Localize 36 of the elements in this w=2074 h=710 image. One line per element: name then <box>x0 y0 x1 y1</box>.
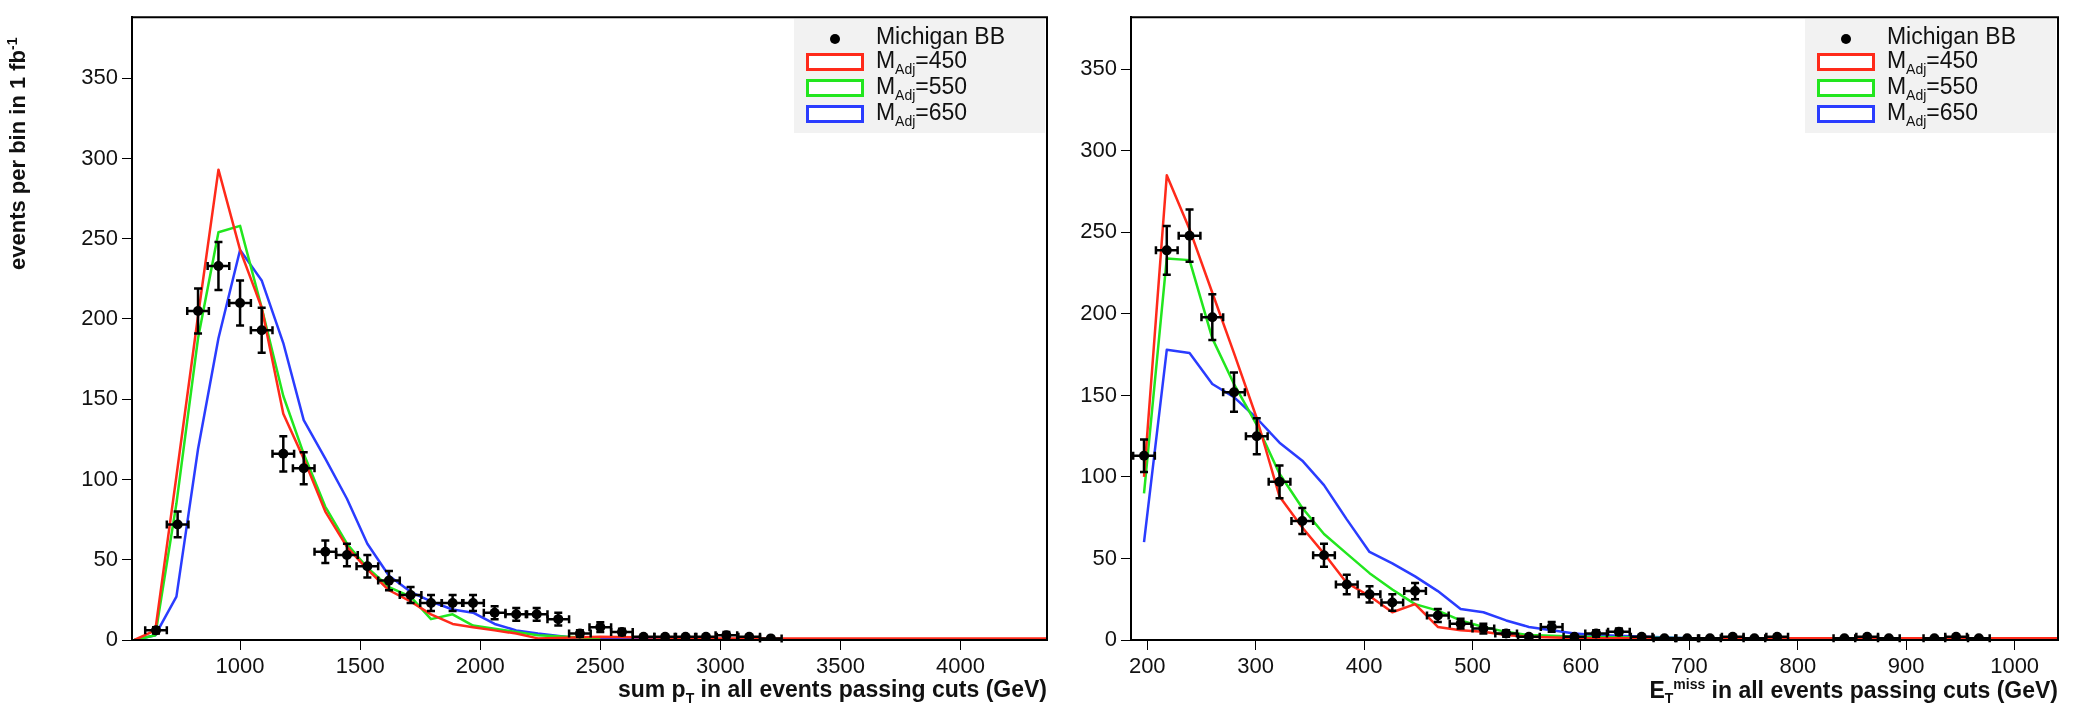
y-tick-label: 50 <box>93 545 118 571</box>
y-tick-label: 350 <box>81 64 118 90</box>
x-tick-label: 700 <box>1671 653 1708 679</box>
x-tick-label: 2000 <box>455 653 505 679</box>
y-tick-label: 250 <box>1080 218 1117 244</box>
x-tick-label: 400 <box>1345 653 1383 679</box>
x-tick-label: 1000 <box>1990 653 2040 679</box>
x-tick-label: 200 <box>1128 653 1166 679</box>
y-tick-label: 150 <box>81 385 118 411</box>
y-tick-label: 0 <box>105 626 118 652</box>
y-tick-label: 200 <box>81 305 118 331</box>
y-tick-label: 300 <box>81 144 118 170</box>
y-tick-label: 0 <box>1104 626 1117 652</box>
x-tick-label: 600 <box>1562 653 1600 679</box>
y-tick-label: 100 <box>81 465 118 491</box>
x-tick-label: 500 <box>1454 653 1491 679</box>
y-tick-label: 100 <box>1080 463 1117 489</box>
x-tick-label: 300 <box>1237 653 1275 679</box>
x-axis-title: sum p$_{T}$ in all events passing cuts (GeV) <box>617 676 1047 706</box>
x-tick-label: 1000 <box>215 653 265 679</box>
x-tick-label: 800 <box>1779 653 1817 679</box>
legend-label: Michigan BB <box>1886 22 2016 50</box>
legend-label: Michigan BB <box>875 22 1005 50</box>
x-tick-label: 3500 <box>815 653 865 679</box>
y-tick-label: 300 <box>1080 136 1117 162</box>
x-axis-title: E$_{T}$$^{miss}$ in all events passing cuts (GeV) <box>1649 676 2058 707</box>
x-tick-label: 2500 <box>575 653 625 679</box>
y-tick-label: 250 <box>81 224 118 250</box>
x-tick-label: 1500 <box>335 653 385 679</box>
y-tick-label: 350 <box>1080 55 1117 81</box>
x-tick-label: 4000 <box>936 653 986 679</box>
y-tick-label: 50 <box>1092 544 1117 570</box>
y-tick-label: 150 <box>1080 381 1117 407</box>
x-tick-label: 900 <box>1887 653 1925 679</box>
y-tick-label: 200 <box>1080 299 1117 325</box>
x-tick-label: 3000 <box>695 653 745 679</box>
